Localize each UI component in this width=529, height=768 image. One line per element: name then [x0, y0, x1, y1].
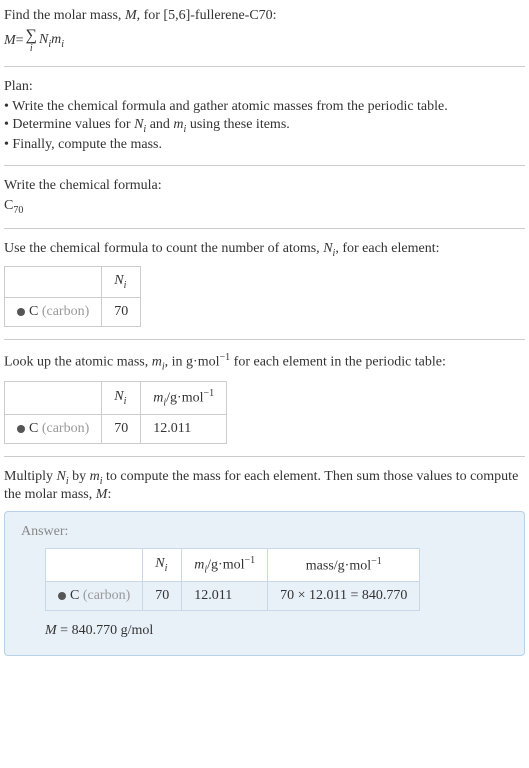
element-cell: C (carbon) — [5, 415, 102, 444]
header-empty — [5, 381, 102, 414]
plan-heading: Plan: — [4, 79, 525, 95]
table-header-row: Ni — [5, 267, 141, 298]
formula-eq: = — [16, 33, 24, 49]
chem-symbol: C — [4, 198, 13, 213]
intro-suffix: , for [5,6]-fullerene-C70: — [137, 8, 277, 23]
chem-heading: Write the chemical formula: — [4, 178, 525, 194]
lookup-m: 12.011 — [141, 415, 227, 444]
plan-section: Plan: • Write the chemical formula and g… — [4, 79, 525, 166]
element-cell: C (carbon) — [5, 298, 102, 327]
header-mi: mi/g·mol−1 — [182, 548, 268, 581]
intro-section: Find the molar mass, M, for [5,6]-fuller… — [4, 8, 525, 67]
element-dot-icon — [58, 592, 66, 600]
chemical-formula-section: Write the chemical formula: C70 — [4, 178, 525, 229]
formula-M: M — [4, 33, 16, 49]
result-value: = 840.770 — [57, 623, 121, 638]
lookup-text: Look up the atomic mass, mi, in g·mol−1 … — [4, 352, 525, 372]
lookup-N: 70 — [102, 415, 141, 444]
answer-calc: 70 × 12.011 = 840.770 — [268, 582, 420, 611]
count-value: 70 — [102, 298, 141, 327]
count-text: Use the chemical formula to count the nu… — [4, 241, 525, 259]
table-row: C (carbon) 70 12.011 70 × 12.011 = 840.7… — [46, 582, 420, 611]
formula-m-sub: i — [61, 39, 64, 50]
plan-item-2: • Determine values for Ni and mi using t… — [4, 117, 525, 135]
element-dot-icon — [17, 308, 25, 316]
answer-box: Answer: Ni mi/g·mol−1 mass/g·mol−1 C (ca… — [4, 511, 525, 656]
answer-table: Ni mi/g·mol−1 mass/g·mol−1 C (carbon) 70… — [45, 548, 420, 611]
result-M: M — [45, 623, 57, 638]
chem-subscript: 70 — [13, 205, 23, 216]
table-row: C (carbon) 70 12.011 — [5, 415, 227, 444]
table-header-row: Ni mi/g·mol−1 mass/g·mol−1 — [46, 548, 420, 581]
sigma-block: ∑ i — [26, 28, 37, 54]
sigma-index: i — [30, 44, 33, 54]
molar-mass-formula: M = ∑ i Nimi — [4, 28, 525, 54]
table-header-row: Ni mi/g·mol−1 — [5, 381, 227, 414]
formula-N: N — [39, 32, 48, 47]
multiply-text: Multiply Ni by mi to compute the mass fo… — [4, 469, 525, 503]
formula-m: m — [51, 32, 61, 47]
answer-result: M = 840.770 g/mol — [45, 623, 508, 639]
chem-formula: C70 — [4, 198, 525, 216]
intro-prefix: Find the molar mass, — [4, 8, 125, 23]
header-Ni: Ni — [143, 548, 182, 581]
result-unit: g/mol — [121, 623, 154, 638]
header-empty — [46, 548, 143, 581]
lookup-table: Ni mi/g·mol−1 C (carbon) 70 12.011 — [4, 381, 227, 444]
intro-var-M: M — [125, 8, 137, 23]
plan-item-3: • Finally, compute the mass. — [4, 137, 525, 153]
lookup-section: Look up the atomic mass, mi, in g·mol−1 … — [4, 352, 525, 457]
intro-text: Find the molar mass, M, for [5,6]-fuller… — [4, 8, 525, 24]
table-row: C (carbon) 70 — [5, 298, 141, 327]
element-cell: C (carbon) — [46, 582, 143, 611]
multiply-section: Multiply Ni by mi to compute the mass fo… — [4, 469, 525, 656]
answer-N: 70 — [143, 582, 182, 611]
header-Ni: Ni — [102, 381, 141, 414]
count-table: Ni C (carbon) 70 — [4, 266, 141, 327]
header-mi: mi/g·mol−1 — [141, 381, 227, 414]
header-empty — [5, 267, 102, 298]
sigma-symbol: ∑ — [26, 28, 37, 44]
count-atoms-section: Use the chemical formula to count the nu… — [4, 241, 525, 341]
element-dot-icon — [17, 425, 25, 433]
answer-m: 12.011 — [182, 582, 268, 611]
plan-item-1: • Write the chemical formula and gather … — [4, 99, 525, 115]
answer-label: Answer: — [21, 524, 508, 540]
header-Ni: Ni — [102, 267, 141, 298]
header-mass: mass/g·mol−1 — [268, 548, 420, 581]
